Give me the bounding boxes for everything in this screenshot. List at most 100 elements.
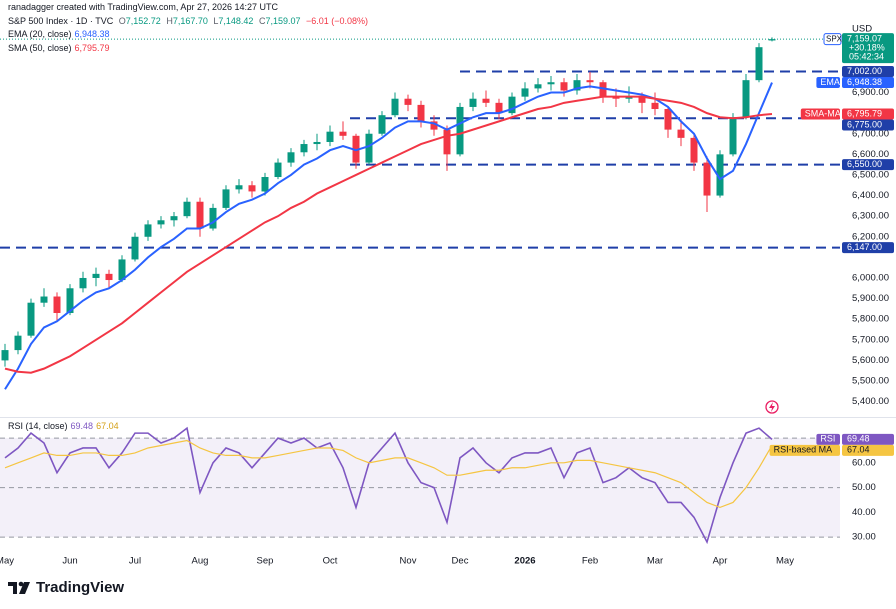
candle-body xyxy=(183,201,191,217)
axis-badge xyxy=(842,444,894,456)
candle-body xyxy=(300,144,308,153)
axis-badge xyxy=(842,119,894,131)
axis-badge xyxy=(842,66,894,78)
x-tick-label: Oct xyxy=(323,556,338,567)
y-tick-label: 6,300.00 xyxy=(852,211,889,222)
candle-body xyxy=(469,98,477,107)
x-tick-label: Nov xyxy=(400,556,417,567)
axis-badge-label: 7,002.00 xyxy=(847,66,882,76)
candle-body xyxy=(768,39,776,41)
ohlc-name: H xyxy=(166,15,173,26)
candle-body xyxy=(482,98,490,103)
axis-badge-label: 6,948.38 xyxy=(847,77,882,87)
ohlc-name: O xyxy=(118,15,126,26)
y-tick-label: 5,500.00 xyxy=(852,376,889,387)
price-badge xyxy=(842,33,894,64)
axis-badge-label: 6,795.79 xyxy=(847,108,882,118)
y-tick-label: 40.00 xyxy=(852,507,876,518)
candle-body xyxy=(378,115,386,134)
y-tick-label: 6,400.00 xyxy=(852,190,889,201)
ohlc-name: L xyxy=(213,15,219,26)
candle-body xyxy=(27,302,35,336)
y-tick-label: 6,700.00 xyxy=(852,128,889,139)
candle-body xyxy=(508,96,516,114)
series-tag-label: RSI-based MA xyxy=(774,445,833,455)
axis-badge xyxy=(842,242,894,254)
flash-icon[interactable] xyxy=(765,400,779,414)
y-tick-label: 5,900.00 xyxy=(852,293,889,304)
candle-body xyxy=(755,47,763,81)
candle-body xyxy=(729,117,737,155)
brand-logo xyxy=(8,581,30,594)
candle-body xyxy=(547,82,555,85)
x-tick-label: May xyxy=(0,556,14,567)
ohlc-value: 7,148.42 xyxy=(218,15,254,26)
x-tick-label: Sep xyxy=(257,556,274,567)
candle-body xyxy=(66,288,74,314)
legend-name: SMA (50, close) xyxy=(8,42,72,53)
axis-badge xyxy=(842,159,894,171)
symbol-tag xyxy=(823,33,842,46)
rsi-title: RSI (14, close) xyxy=(8,421,68,431)
candle-body xyxy=(417,104,425,122)
legend-name: EMA (20, close) xyxy=(8,29,72,39)
candle-body xyxy=(365,133,373,163)
x-tick-label: Apr xyxy=(713,556,728,567)
candle-body xyxy=(339,131,347,136)
candle-body xyxy=(599,82,607,97)
series-tag-label: EMA xyxy=(820,77,840,87)
y-tick-label: 30.00 xyxy=(852,532,876,543)
axis-badge xyxy=(842,433,894,445)
candle-body xyxy=(625,96,633,99)
series-tag xyxy=(769,444,840,456)
candle-body xyxy=(1,350,9,361)
brand: TradingView xyxy=(36,579,125,596)
candle-body xyxy=(430,121,438,130)
candle-body xyxy=(222,189,230,208)
candle-body xyxy=(495,102,503,114)
symbol-legend: S&P 500 Index · 1D · TVC O7,152.72 H7,16… xyxy=(8,15,371,29)
series-tag xyxy=(816,433,840,445)
candle-body xyxy=(235,185,243,190)
flash-icon-bolt xyxy=(769,402,775,412)
candle-body xyxy=(391,98,399,116)
candle-body xyxy=(404,98,412,105)
candle-body xyxy=(118,259,126,281)
candle-body xyxy=(287,152,295,163)
indicator-line xyxy=(4,82,773,390)
axis-badge-label: 6,550.00 xyxy=(847,159,882,169)
candle-body xyxy=(560,82,568,91)
candle-body xyxy=(456,106,464,155)
symbol-title: S&P 500 Index · 1D · TVC xyxy=(8,15,114,26)
legend-value: 6,948.38 xyxy=(74,29,110,39)
indicator-line xyxy=(4,95,773,374)
rsi-header: RSI (14, close) 69.48 67.04 xyxy=(8,420,122,434)
x-tick-label: Feb xyxy=(582,556,598,567)
candle-body xyxy=(573,80,581,91)
x-tick-label: May xyxy=(776,556,794,567)
series-tag xyxy=(816,77,840,89)
axis-badge-label: 67.04 xyxy=(847,445,870,455)
price-change: +30.18% xyxy=(849,43,885,53)
candle-body xyxy=(703,162,711,196)
legend-value: 67.04 xyxy=(96,421,119,431)
candle-body xyxy=(521,88,529,97)
x-tick-label: 2026 xyxy=(514,556,535,567)
sma-legend: SMA (50, close) 6,795.79 xyxy=(8,42,371,56)
axis-badge-label: 6,775.00 xyxy=(847,119,882,129)
candle-body xyxy=(209,207,217,229)
candle-body xyxy=(92,273,100,278)
candle-body xyxy=(40,296,48,303)
series-tag-label: RSI xyxy=(820,434,835,444)
ema-legend: EMA (20, close) 6,948.38 xyxy=(8,28,371,42)
candle-body xyxy=(157,220,165,225)
candle-body xyxy=(716,154,724,196)
rsi-line xyxy=(4,439,773,509)
candle-body xyxy=(326,131,334,142)
x-tick-label: Mar xyxy=(647,556,663,567)
candle-body xyxy=(742,80,750,118)
axis-badge xyxy=(842,77,894,89)
candle-body xyxy=(79,277,87,289)
ohlc-value: 7,152.72 xyxy=(125,15,161,26)
x-tick-label: Dec xyxy=(452,556,469,567)
